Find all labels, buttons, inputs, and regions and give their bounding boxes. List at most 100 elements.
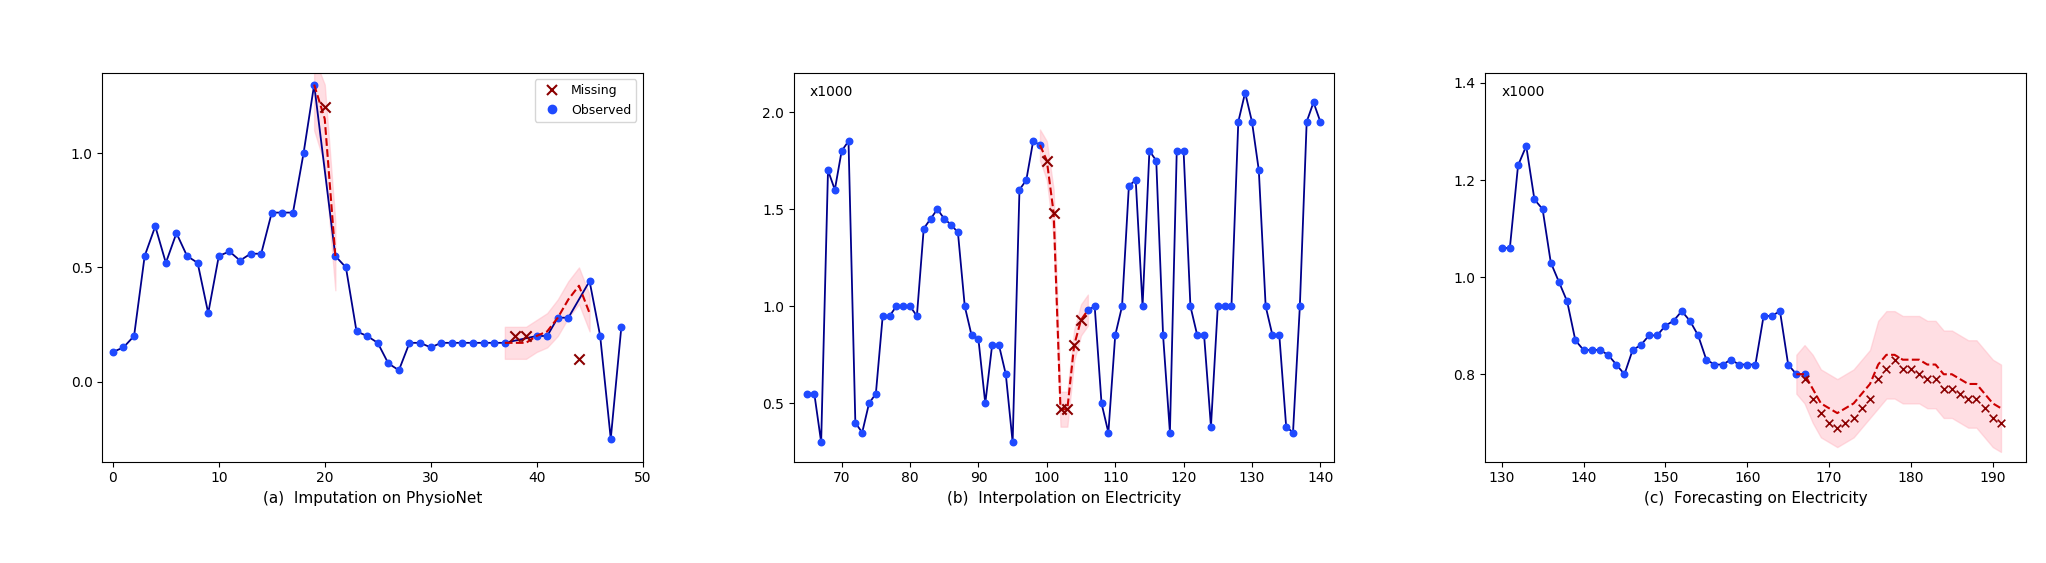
Point — [1166, 146, 1199, 155]
Point — [1755, 311, 1788, 320]
Point — [1764, 307, 1796, 316]
Point — [1575, 346, 1608, 355]
Point — [1821, 423, 1854, 432]
Point — [383, 366, 415, 375]
Point — [1189, 331, 1221, 340]
Point — [845, 428, 878, 437]
Point — [1078, 302, 1111, 311]
Point — [520, 332, 552, 341]
Point — [563, 354, 595, 363]
Point — [1870, 365, 1903, 374]
Point — [894, 302, 927, 311]
Point — [1195, 422, 1228, 431]
Point — [1146, 331, 1178, 340]
Point — [1297, 98, 1330, 107]
Point — [479, 338, 512, 347]
Point — [906, 224, 939, 233]
Point — [1303, 117, 1336, 126]
Point — [1551, 297, 1584, 306]
Point — [499, 332, 532, 341]
Point — [900, 311, 933, 320]
Point — [1017, 137, 1050, 146]
Point — [1037, 208, 1070, 217]
Point — [1682, 331, 1715, 340]
Point — [1113, 181, 1146, 190]
Point — [1058, 341, 1091, 350]
Point — [1011, 176, 1043, 185]
Point — [1641, 331, 1674, 340]
Point — [1739, 360, 1772, 369]
Point — [1927, 385, 1960, 394]
Point — [1976, 413, 2009, 422]
Point — [583, 332, 616, 341]
Point — [853, 399, 886, 408]
Point — [1625, 341, 1657, 350]
Point — [1256, 331, 1289, 340]
Point — [1133, 146, 1166, 155]
Point — [1878, 355, 1911, 364]
Point — [119, 332, 151, 341]
Point — [456, 338, 489, 347]
Point — [1003, 185, 1035, 194]
Point — [1616, 346, 1649, 355]
Point — [1201, 302, 1234, 311]
Point — [1584, 346, 1616, 355]
Point — [976, 341, 1009, 350]
Point — [1592, 350, 1625, 359]
Point — [859, 389, 892, 398]
Point — [309, 103, 342, 112]
Point — [1510, 141, 1543, 150]
X-axis label: (b)  Interpolation on Electricity: (b) Interpolation on Electricity — [947, 491, 1181, 506]
Point — [372, 359, 405, 368]
Point — [606, 323, 638, 332]
Point — [1600, 360, 1633, 369]
Point — [192, 309, 225, 318]
Point — [1215, 302, 1248, 311]
Point — [1023, 141, 1056, 150]
Point — [509, 332, 542, 341]
Point — [1242, 166, 1275, 175]
Point — [921, 204, 953, 213]
Point — [1674, 316, 1706, 325]
Point — [436, 338, 469, 347]
Point — [246, 249, 278, 258]
Point — [1181, 331, 1213, 340]
Point — [203, 252, 235, 261]
Point — [573, 276, 606, 285]
Point — [1608, 370, 1641, 379]
Point — [446, 338, 479, 347]
Point — [1526, 205, 1559, 214]
Point — [426, 338, 458, 347]
Point — [1125, 302, 1158, 311]
Point — [915, 215, 947, 224]
Point — [1837, 413, 1870, 422]
Point — [1064, 315, 1097, 324]
Point — [1862, 374, 1895, 383]
Point — [970, 399, 1003, 408]
Point — [798, 389, 831, 398]
Point — [223, 256, 256, 265]
Point — [929, 215, 962, 224]
Point — [886, 302, 919, 311]
Point — [1052, 405, 1084, 414]
Point — [865, 311, 898, 320]
Point — [1209, 302, 1242, 311]
Point — [1567, 346, 1600, 355]
Point — [1911, 374, 1944, 383]
Point — [1649, 321, 1682, 330]
Point — [804, 438, 837, 447]
Point — [1140, 156, 1172, 165]
Point — [1903, 370, 1936, 379]
Point — [1230, 88, 1262, 97]
Point — [530, 332, 563, 341]
Point — [96, 347, 129, 356]
Point — [350, 332, 383, 341]
Point — [1236, 117, 1269, 126]
Point — [1160, 146, 1193, 155]
Point — [1031, 156, 1064, 165]
Point — [1805, 409, 1837, 418]
Point — [1985, 418, 2017, 427]
Point — [955, 331, 988, 340]
Point — [1502, 161, 1534, 170]
Point — [990, 370, 1023, 379]
